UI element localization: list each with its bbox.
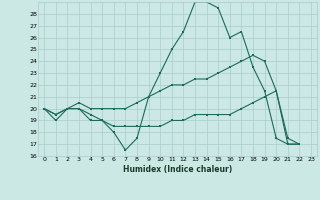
X-axis label: Humidex (Indice chaleur): Humidex (Indice chaleur) [123,165,232,174]
